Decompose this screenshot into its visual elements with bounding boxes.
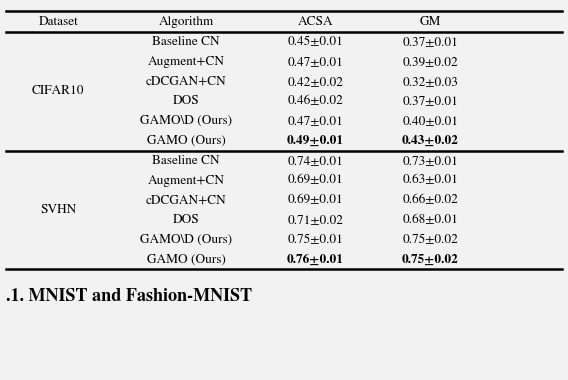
Text: cDCGAN+CN: cDCGAN+CN <box>145 195 227 206</box>
Text: 0.43±0.02: 0.43±0.02 <box>402 135 459 147</box>
Text: 0.47±0.01: 0.47±0.01 <box>287 56 343 68</box>
Text: 0.39±0.02: 0.39±0.02 <box>402 56 458 68</box>
Text: 0.69±0.01: 0.69±0.01 <box>287 175 343 186</box>
Text: 0.68±0.01: 0.68±0.01 <box>402 214 458 226</box>
Text: 0.42±0.02: 0.42±0.02 <box>287 76 343 87</box>
Text: 0.71±0.02: 0.71±0.02 <box>287 214 343 226</box>
Text: 0.63±0.01: 0.63±0.01 <box>402 175 458 186</box>
Text: 0.73±0.01: 0.73±0.01 <box>402 155 458 166</box>
Text: Algorithm: Algorithm <box>158 16 214 28</box>
Text: 0.40±0.01: 0.40±0.01 <box>402 116 458 127</box>
Text: 0.37±0.01: 0.37±0.01 <box>402 36 458 48</box>
Text: Augment+CN: Augment+CN <box>148 56 224 68</box>
Text: 0.74±0.01: 0.74±0.01 <box>287 155 343 166</box>
Text: GAMO\D (Ours): GAMO\D (Ours) <box>140 234 232 245</box>
Text: GM: GM <box>420 16 441 28</box>
Text: 0.69±0.01: 0.69±0.01 <box>287 195 343 206</box>
Text: DOS: DOS <box>173 214 199 226</box>
Text: Baseline CN: Baseline CN <box>152 155 220 166</box>
Text: GAMO (Ours): GAMO (Ours) <box>147 254 225 265</box>
Text: 0.75±0.01: 0.75±0.01 <box>287 234 343 245</box>
Text: 0.32±0.03: 0.32±0.03 <box>402 76 458 87</box>
Text: 0.47±0.01: 0.47±0.01 <box>287 116 343 127</box>
Text: 0.76±0.01: 0.76±0.01 <box>287 253 344 266</box>
Text: 0.49±0.01: 0.49±0.01 <box>287 135 344 147</box>
Text: GAMO\D (Ours): GAMO\D (Ours) <box>140 116 232 127</box>
Text: DOS: DOS <box>173 96 199 107</box>
Text: 0.46±0.02: 0.46±0.02 <box>287 96 343 107</box>
Text: .1. MNIST and Fashion-MNIST: .1. MNIST and Fashion-MNIST <box>6 288 252 304</box>
Text: ACSA: ACSA <box>298 16 333 28</box>
Text: GAMO (Ours): GAMO (Ours) <box>147 135 225 147</box>
Text: Dataset: Dataset <box>39 16 78 28</box>
Text: 0.75±0.02: 0.75±0.02 <box>402 234 458 245</box>
Text: 0.45±0.01: 0.45±0.01 <box>287 36 343 48</box>
Text: 0.37±0.01: 0.37±0.01 <box>402 96 458 107</box>
Text: 0.66±0.02: 0.66±0.02 <box>402 195 458 206</box>
Text: Baseline CN: Baseline CN <box>152 36 220 48</box>
Text: cDCGAN+CN: cDCGAN+CN <box>145 76 227 87</box>
Text: Augment+CN: Augment+CN <box>148 174 224 187</box>
Text: 0.75±0.02: 0.75±0.02 <box>402 253 458 266</box>
Text: CIFAR10: CIFAR10 <box>32 86 85 97</box>
Text: SVHN: SVHN <box>40 204 76 216</box>
